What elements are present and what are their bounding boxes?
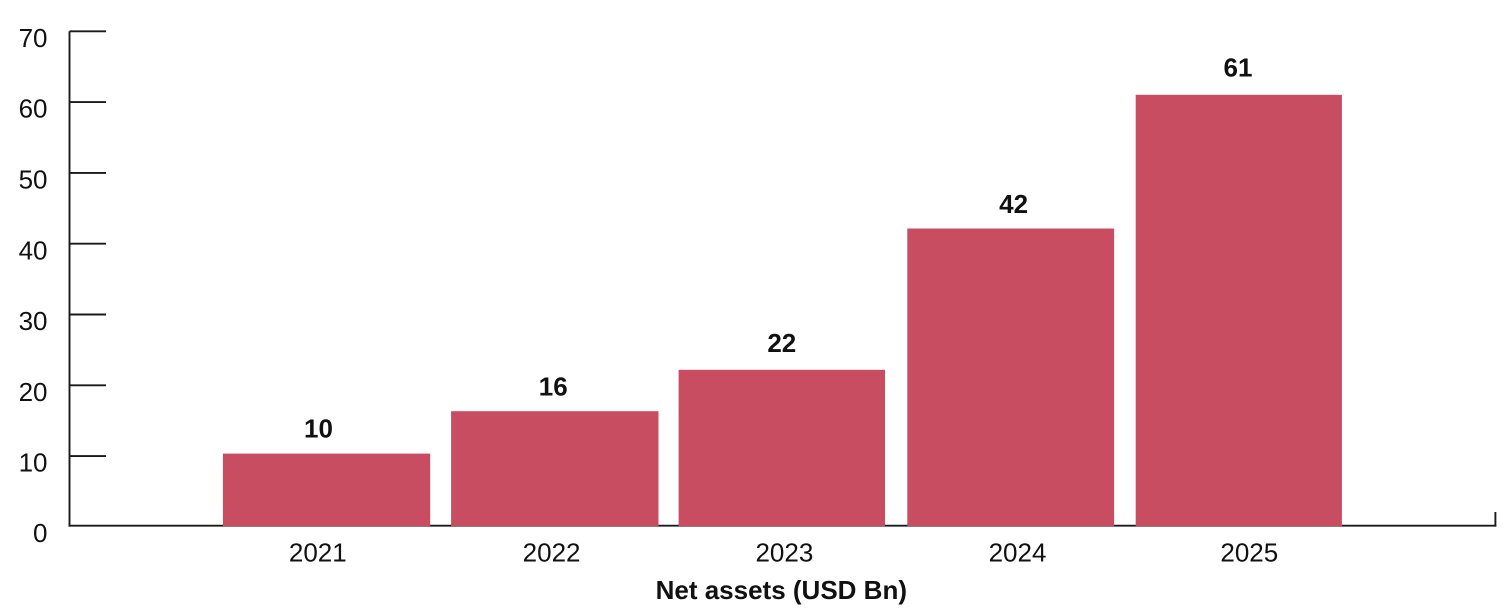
svg-text:10: 10: [304, 414, 333, 444]
svg-text:50: 50: [19, 165, 48, 195]
svg-text:30: 30: [19, 306, 48, 336]
svg-text:10: 10: [19, 448, 48, 478]
svg-text:22: 22: [767, 328, 796, 358]
svg-text:20: 20: [19, 377, 48, 407]
svg-text:2022: 2022: [523, 537, 581, 567]
svg-text:61: 61: [1224, 53, 1253, 83]
svg-text:70: 70: [19, 23, 48, 53]
svg-text:40: 40: [19, 235, 48, 265]
svg-text:60: 60: [19, 94, 48, 124]
svg-text:0: 0: [33, 518, 47, 548]
svg-text:2021: 2021: [289, 537, 347, 567]
svg-text:16: 16: [539, 372, 568, 402]
svg-text:2024: 2024: [989, 537, 1047, 567]
svg-text:42: 42: [999, 189, 1028, 219]
svg-text:2023: 2023: [755, 537, 813, 567]
svg-text:2025: 2025: [1220, 537, 1278, 567]
svg-text:Net assets (USD Bn): Net assets (USD Bn): [656, 575, 907, 605]
